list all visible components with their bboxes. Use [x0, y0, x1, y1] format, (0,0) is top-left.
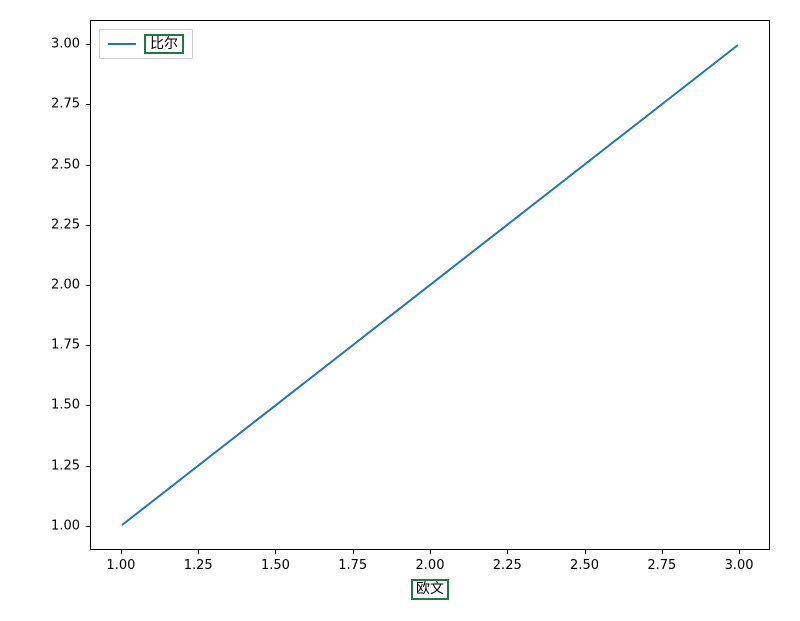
y-tick-label: 2.75	[51, 97, 80, 112]
y-tick-label: 1.25	[51, 458, 80, 473]
x-tick-label: 1.00	[106, 558, 135, 573]
x-axis-label: 欧文	[411, 579, 449, 600]
plot-area: 比尔	[90, 20, 770, 550]
y-tick-label: 2.25	[51, 217, 80, 232]
x-tick-label: 2.00	[416, 558, 445, 573]
chart-lines	[91, 21, 769, 549]
x-tick-label: 2.75	[647, 558, 676, 573]
x-tick-label: 3.00	[725, 558, 754, 573]
x-tick-mark	[198, 550, 199, 554]
figure: 比尔 1.001.251.501.752.002.252.502.753.00 …	[0, 0, 800, 621]
x-tick-mark	[275, 550, 276, 554]
y-tick-label: 1.75	[51, 338, 80, 353]
legend: 比尔	[99, 29, 193, 59]
legend-label: 比尔	[144, 34, 184, 54]
x-tick-mark	[662, 550, 663, 554]
x-tick-mark	[353, 550, 354, 554]
x-tick-mark	[739, 550, 740, 554]
y-tick-label: 1.00	[51, 518, 80, 533]
series-line	[122, 45, 738, 525]
x-tick-mark	[121, 550, 122, 554]
legend-line-sample	[108, 43, 136, 45]
y-tick-mark	[86, 104, 90, 105]
y-tick-mark	[86, 526, 90, 527]
y-tick-mark	[86, 165, 90, 166]
y-tick-mark	[86, 466, 90, 467]
y-tick-mark	[86, 44, 90, 45]
x-tick-mark	[507, 550, 508, 554]
y-tick-label: 2.50	[51, 157, 80, 172]
y-tick-mark	[86, 225, 90, 226]
y-tick-mark	[86, 345, 90, 346]
y-tick-label: 1.50	[51, 398, 80, 413]
x-tick-mark	[430, 550, 431, 554]
x-tick-label: 1.25	[184, 558, 213, 573]
y-tick-label: 3.00	[51, 37, 80, 52]
y-tick-mark	[86, 405, 90, 406]
y-tick-mark	[86, 285, 90, 286]
x-tick-label: 2.50	[570, 558, 599, 573]
x-tick-label: 1.50	[261, 558, 290, 573]
x-tick-label: 2.25	[493, 558, 522, 573]
x-tick-label: 1.75	[338, 558, 367, 573]
x-tick-mark	[585, 550, 586, 554]
y-tick-label: 2.00	[51, 278, 80, 293]
